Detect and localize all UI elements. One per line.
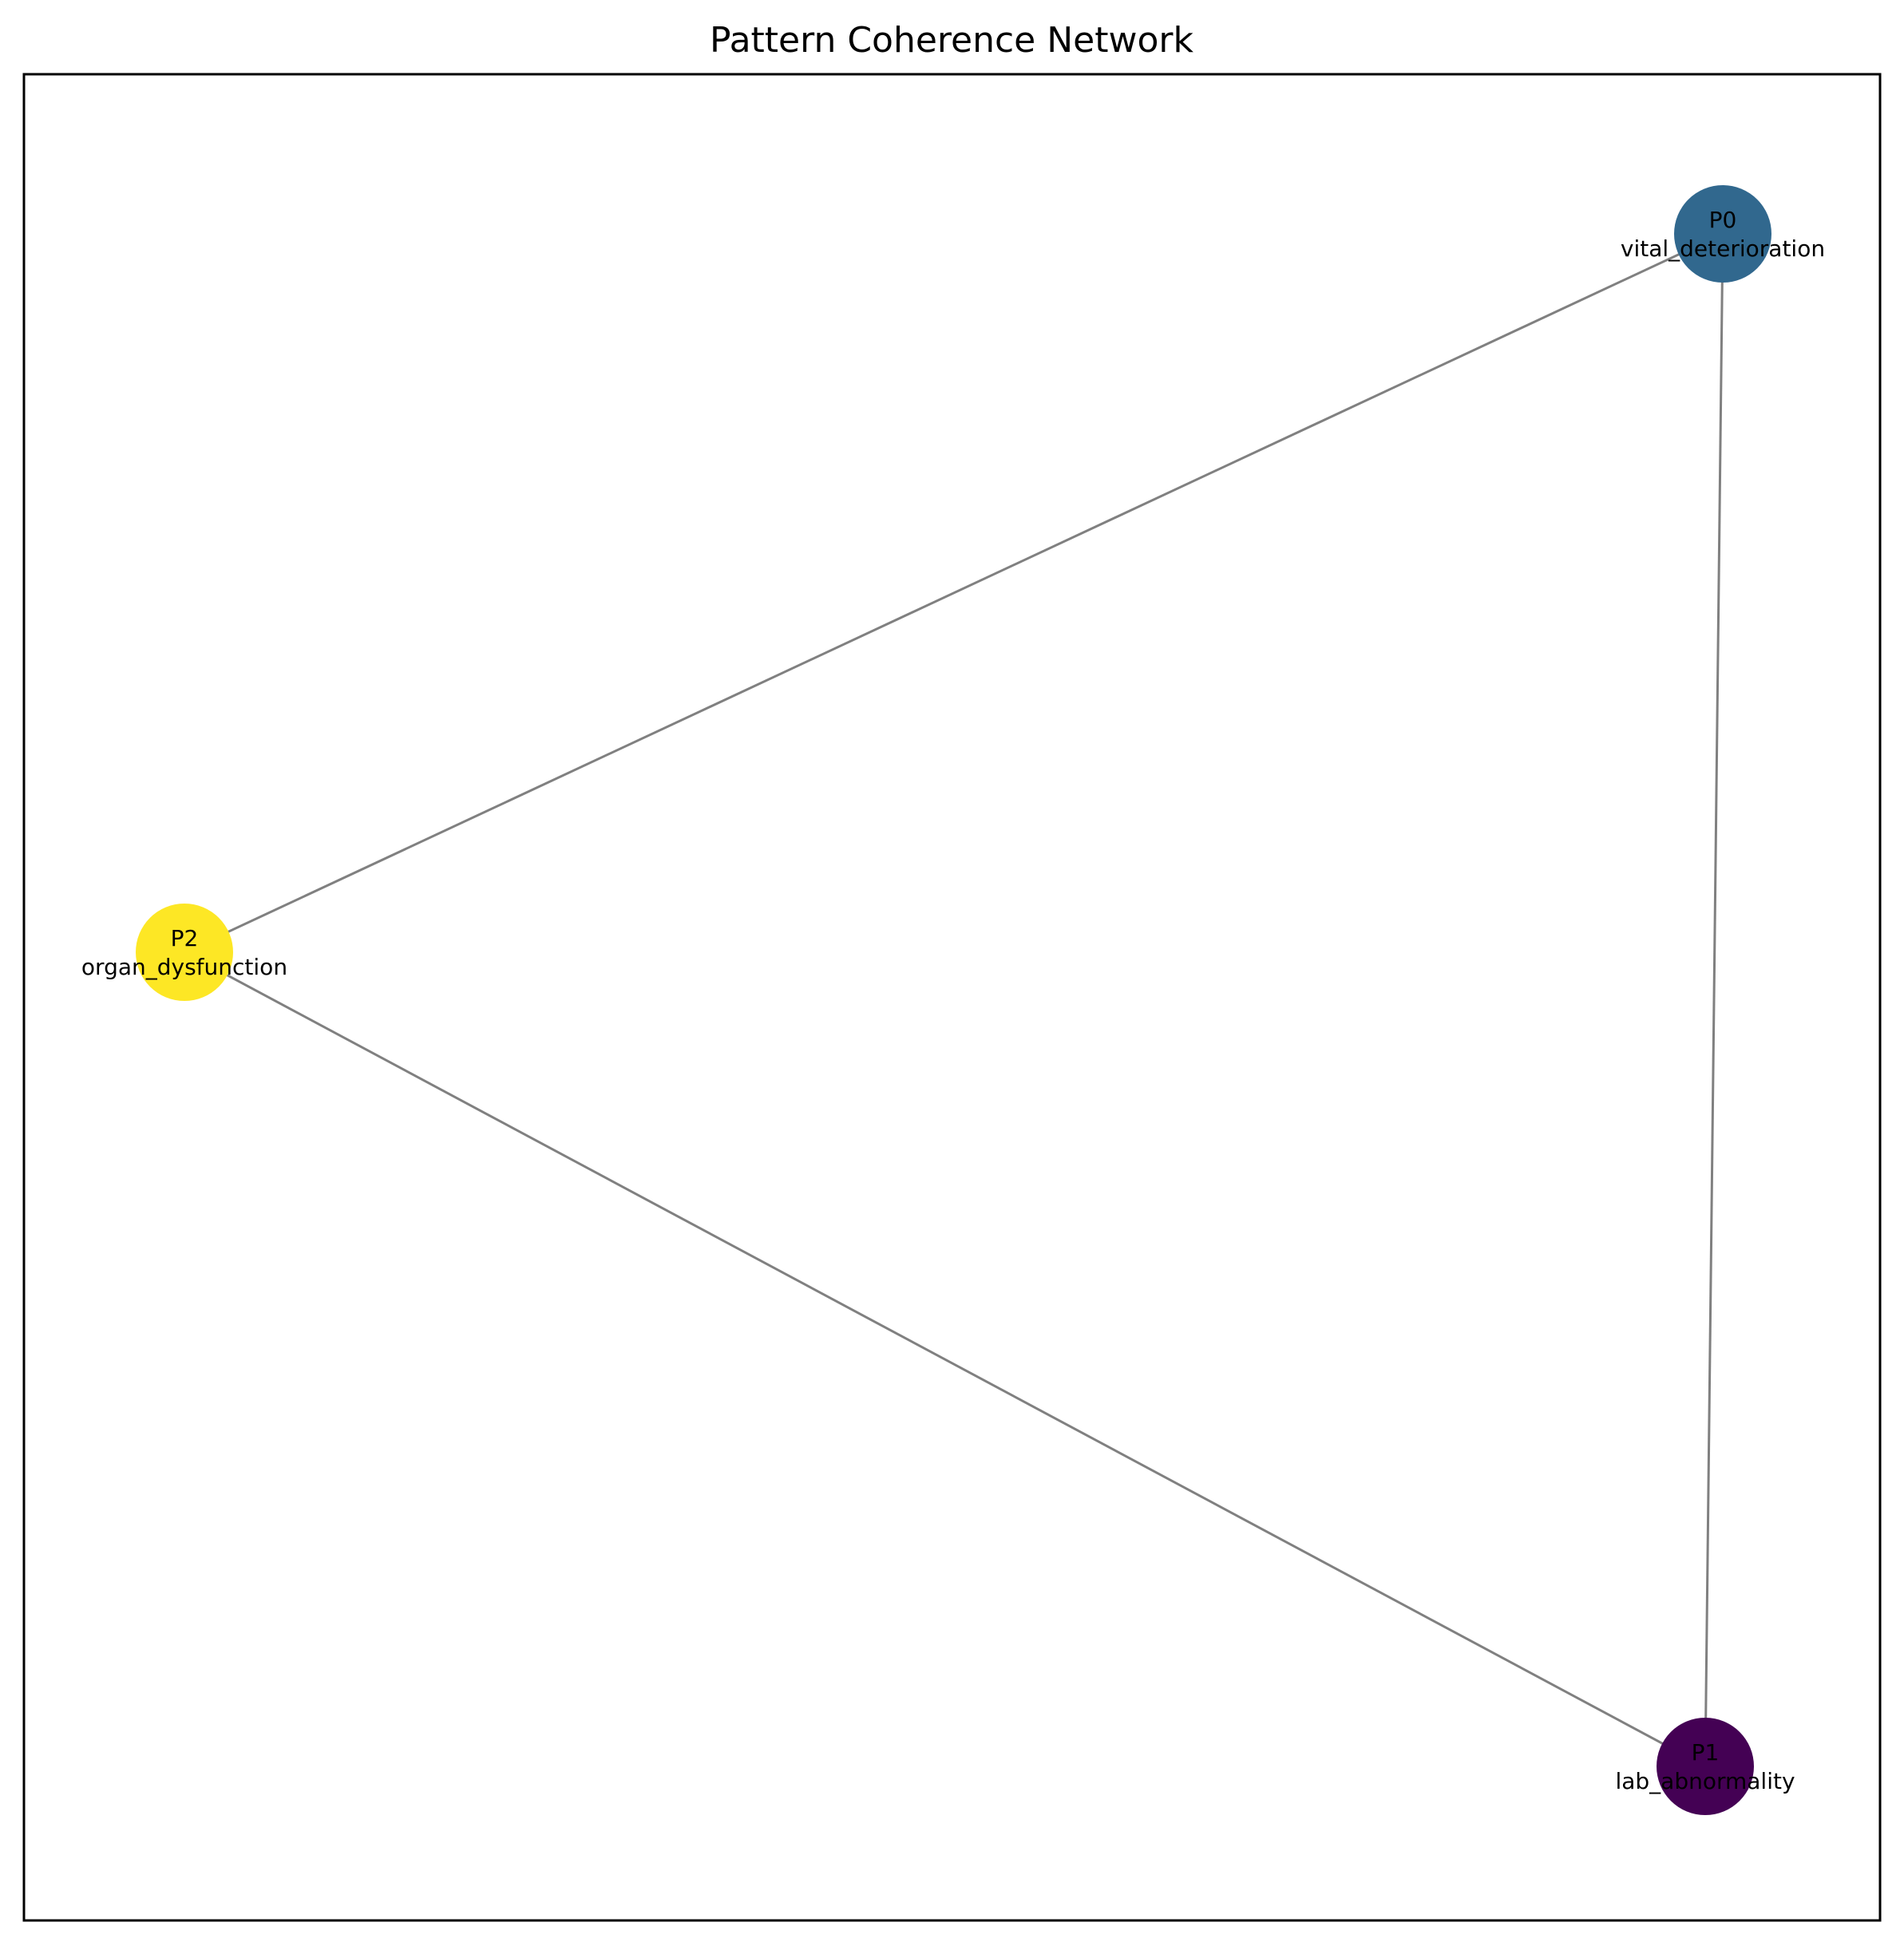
node-circle — [1674, 185, 1771, 283]
node-p2: P2 organ_dysfunction — [81, 904, 287, 1001]
node-id-label: P1 — [1692, 1739, 1720, 1766]
node-name-label: vital_deterioration — [1621, 235, 1825, 262]
edge-p0-p1 — [1704, 233, 1724, 1767]
plot-frame — [22, 73, 1882, 1922]
chart-title: Pattern Coherence Network — [710, 20, 1193, 61]
node-id-label: P2 — [171, 925, 199, 951]
node-circle — [136, 904, 233, 1001]
edges-layer — [184, 232, 1724, 1768]
edge-p2-p1 — [184, 951, 1706, 1768]
node-circle — [1657, 1718, 1754, 1815]
node-id-label: P0 — [1709, 207, 1737, 233]
edge-p0-p2 — [184, 232, 1724, 954]
node-name-label: lab_abnormality — [1615, 1768, 1795, 1794]
node-name-label: organ_dysfunction — [81, 954, 287, 980]
